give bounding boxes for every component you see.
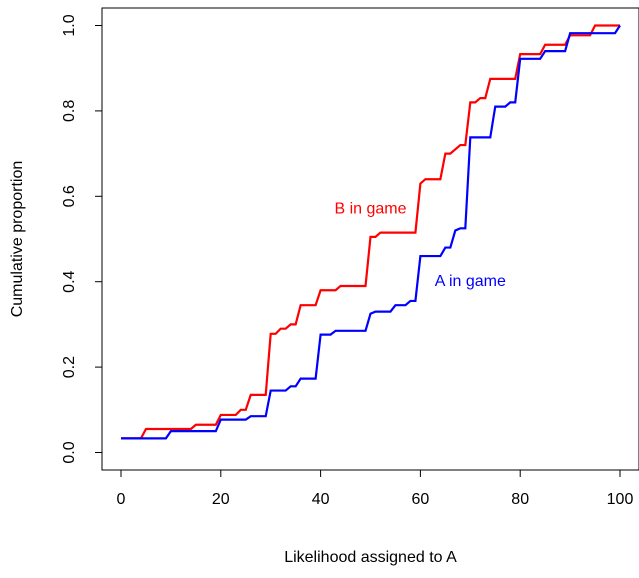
series-line-a-in-game xyxy=(121,24,621,440)
series-layer: B in game A in game xyxy=(121,24,621,440)
y-tick-label: 0.2 xyxy=(61,356,78,378)
x-axis: 0 20 40 60 80 100 xyxy=(117,469,634,508)
y-tick-label: 0.4 xyxy=(61,270,78,292)
y-axis-label: Cumulative proportion xyxy=(9,161,26,318)
x-tick-label: 40 xyxy=(312,491,330,508)
y-axis: 0.0 0.2 0.4 0.6 0.8 1.0 xyxy=(61,14,103,464)
x-tick-label: 0 xyxy=(117,491,126,508)
y-tick-label: 0.8 xyxy=(61,100,78,122)
x-tick-label: 100 xyxy=(607,491,634,508)
x-tick-label: 80 xyxy=(511,491,529,508)
x-tick-label: 20 xyxy=(212,491,230,508)
y-tick-label: 0.0 xyxy=(61,441,78,463)
series-line-b-in-game xyxy=(121,24,620,440)
y-tick-label: 1.0 xyxy=(61,14,78,36)
x-axis-label: Likelihood assigned to A xyxy=(284,549,457,566)
series-label-b-in-game: B in game xyxy=(334,200,406,217)
series-label-a-in-game: A in game xyxy=(435,273,506,290)
x-tick-label: 60 xyxy=(412,491,430,508)
y-tick-label: 0.6 xyxy=(61,185,78,207)
